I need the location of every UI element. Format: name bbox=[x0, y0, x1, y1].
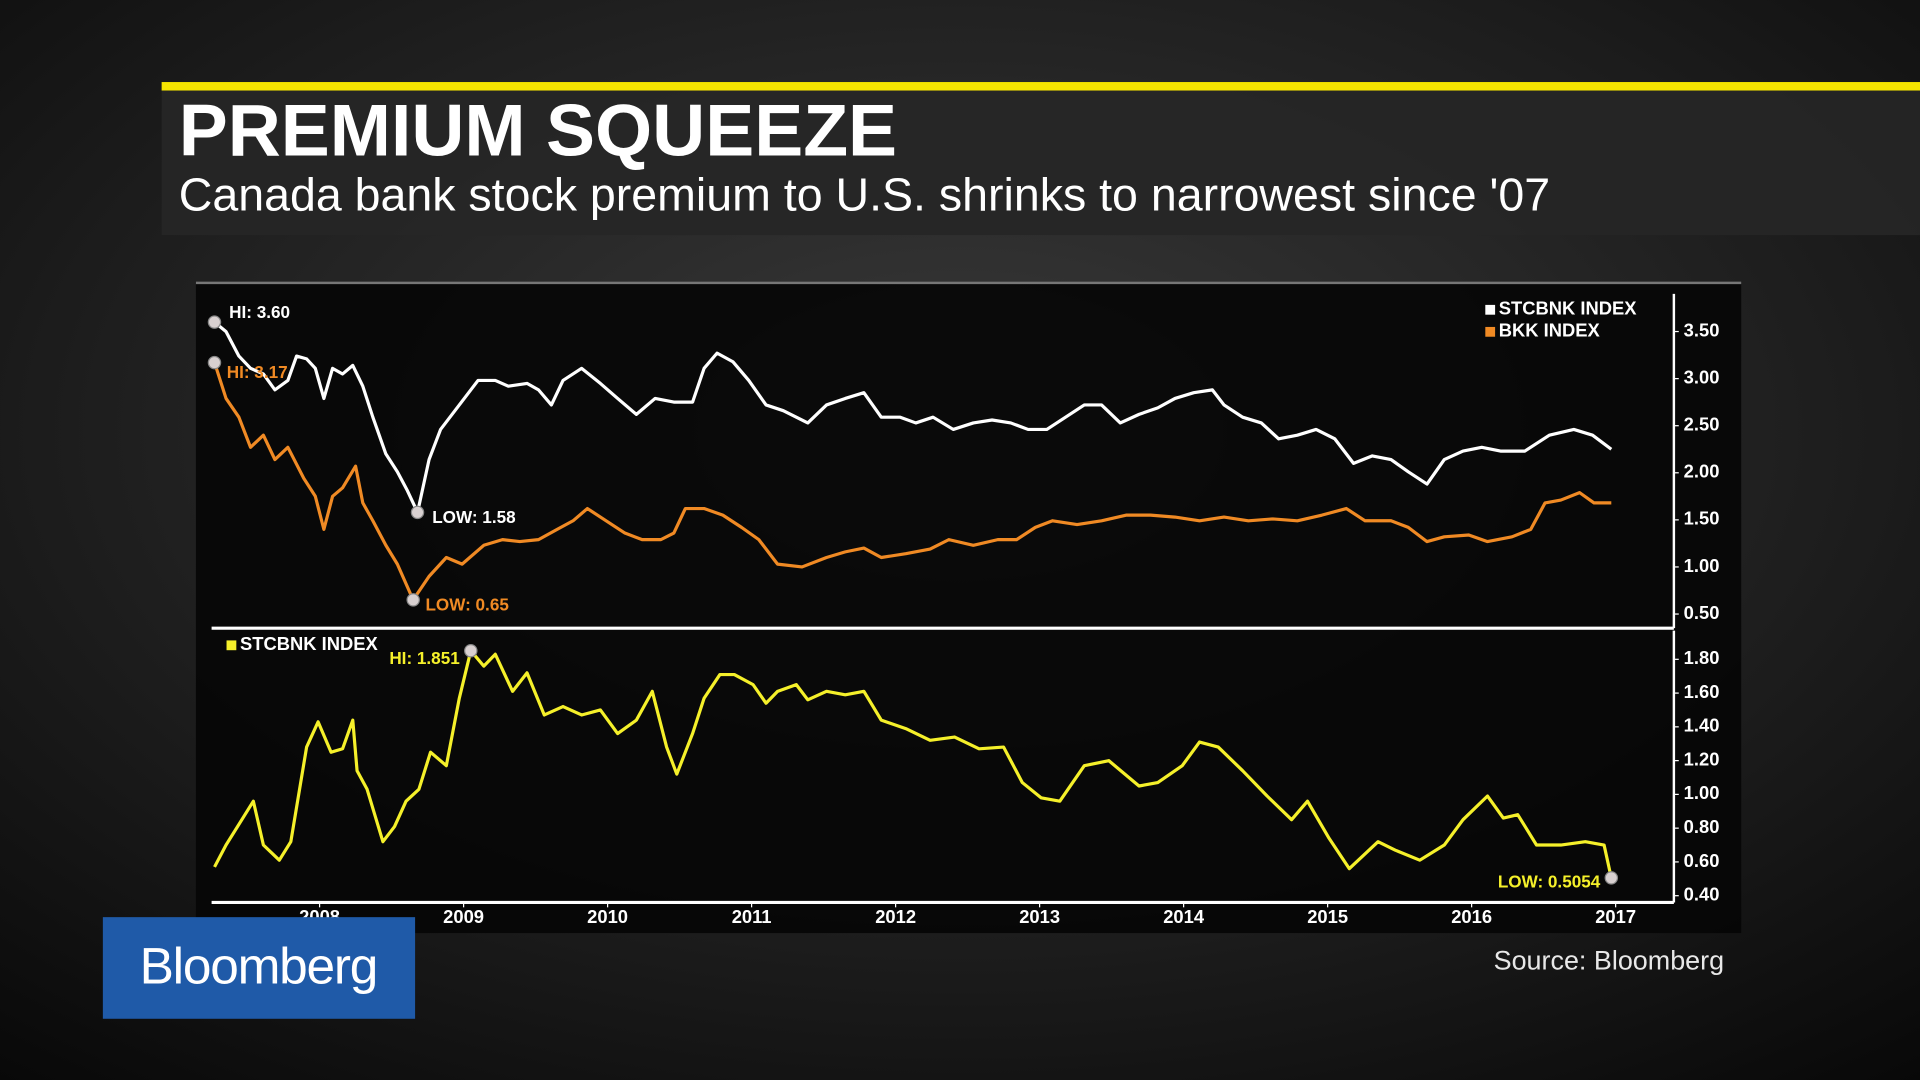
x-tick-label: 2013 bbox=[1019, 906, 1060, 927]
series-line bbox=[213, 362, 1612, 602]
y-tick-label: 0.40 bbox=[1684, 884, 1720, 905]
brand-logo: Bloomberg bbox=[140, 936, 378, 994]
y-tick-label: 0.80 bbox=[1684, 816, 1720, 837]
x-tick-label: 2016 bbox=[1451, 906, 1492, 927]
legend-swatch bbox=[226, 640, 237, 651]
y-tick-label: 3.50 bbox=[1684, 319, 1720, 340]
legend-label: BKK INDEX bbox=[1499, 320, 1601, 341]
y-tick-label: 2.50 bbox=[1684, 414, 1720, 435]
series-line bbox=[213, 649, 1613, 879]
header-band bbox=[161, 90, 1920, 236]
annotation-dot bbox=[464, 643, 478, 658]
annotation-label: HI: 3.60 bbox=[229, 302, 290, 322]
annotation-label: LOW: 0.65 bbox=[425, 595, 509, 615]
y-tick-label: 1.60 bbox=[1684, 681, 1720, 702]
series-line bbox=[213, 320, 1613, 514]
y-tick-label: 1.00 bbox=[1684, 555, 1720, 576]
annotation-dot bbox=[410, 505, 425, 520]
x-tick-label: 2014 bbox=[1163, 906, 1205, 927]
chart-panel bbox=[195, 281, 1742, 934]
title: PREMIUM SQUEEZE bbox=[179, 88, 897, 171]
subtitle: Canada bank stock premium to U.S. shrink… bbox=[179, 169, 1550, 221]
y-tick-label: 0.50 bbox=[1684, 602, 1720, 623]
annotation-label: HI: 3.17 bbox=[227, 362, 288, 382]
annotation-label: HI: 1.851 bbox=[389, 648, 460, 668]
annotation-label: LOW: 0.5054 bbox=[1498, 871, 1601, 891]
legend-label: STCBNK INDEX bbox=[1499, 298, 1637, 319]
legend-label: STCBNK INDEX bbox=[240, 633, 378, 654]
annotation-label: LOW: 1.58 bbox=[432, 507, 515, 527]
source: Source: Bloomberg bbox=[1494, 946, 1724, 976]
y-tick-label: 1.00 bbox=[1684, 782, 1720, 803]
annotation-dot bbox=[1604, 871, 1619, 885]
x-tick-label: 2011 bbox=[732, 906, 772, 927]
legend-swatch bbox=[1485, 326, 1496, 337]
y-tick-label: 1.50 bbox=[1684, 508, 1720, 529]
x-tick-label: 2009 bbox=[443, 906, 484, 927]
brand-box bbox=[102, 917, 416, 1019]
y-tick-label: 0.60 bbox=[1684, 850, 1720, 871]
annotation-dot bbox=[207, 355, 222, 370]
x-tick-label: 2012 bbox=[875, 906, 916, 927]
x-tick-label: 2010 bbox=[587, 906, 628, 927]
y-tick-label: 1.20 bbox=[1684, 748, 1720, 769]
annotation-dot bbox=[207, 315, 222, 329]
annotation-dot bbox=[406, 593, 420, 607]
accent-bar bbox=[161, 82, 1920, 91]
legend-swatch bbox=[1485, 304, 1496, 315]
y-tick-label: 3.00 bbox=[1684, 366, 1720, 387]
y-tick-label: 1.80 bbox=[1684, 647, 1720, 668]
x-tick-label: 2017 bbox=[1595, 906, 1636, 927]
x-tick-label: 2015 bbox=[1307, 906, 1348, 927]
y-tick-label: 1.40 bbox=[1684, 715, 1720, 736]
y-tick-label: 2.00 bbox=[1684, 461, 1720, 482]
plot: 0.50 1.00 1.50 2.00 2.50 3.00 3.50 STCBNK INDEX… bbox=[207, 293, 1720, 927]
